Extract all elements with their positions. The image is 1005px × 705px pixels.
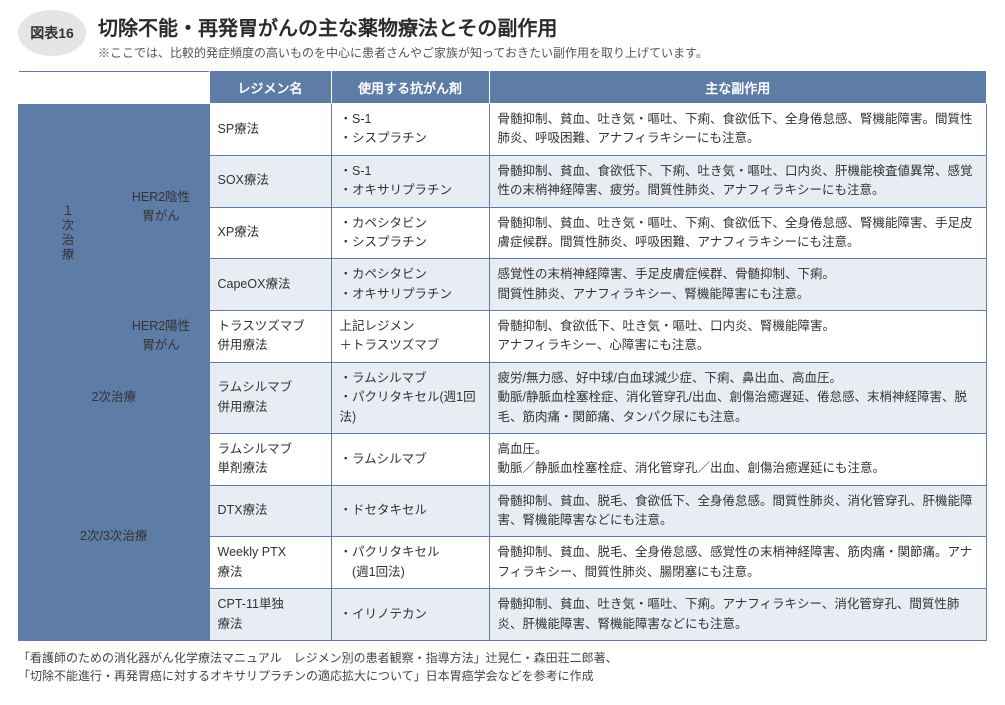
cell-side-effects: 骨髄抑制、貧血、脱毛、食欲低下、全身倦怠感。間質性肺炎、消化管穿孔、肝機能障害、…	[489, 485, 987, 537]
category-second-line: 2次治療	[19, 362, 210, 433]
cell-side-effects: 骨髄抑制、貧血、吐き気・嘔吐、下痢、食欲低下、全身倦怠感、腎機能障害、手足皮膚症…	[489, 207, 987, 259]
table-row: 2次/3次治療 ラムシルマブ単剤療法 ・ラムシルマブ 高血圧。動脈／静脈血栓塞栓…	[19, 433, 987, 485]
table-header-row: レジメン名 使用する抗がん剤 主な副作用	[19, 72, 987, 104]
cell-side-effects: 骨髄抑制、貧血、吐き気・嘔吐、下痢。アナフィラキシー、消化管穿孔、間質性肺炎、肝…	[489, 589, 987, 641]
cell-regimen: XP療法	[209, 207, 331, 259]
cell-regimen: CPT-11単独療法	[209, 589, 331, 641]
cell-agents: ・ラムシルマブ	[331, 433, 489, 485]
subcat-her2-negative: HER2陰性胃がん	[113, 104, 209, 311]
table-row: 2次治療 ラムシルマブ併用療法 ・ラムシルマブ・パクリタキセル(週1回法) 疲労…	[19, 362, 987, 433]
cell-side-effects: 骨髄抑制、食欲低下、吐き気・嘔吐、口内炎、腎機能障害。アナフィラキシー、心障害に…	[489, 311, 987, 363]
cell-side-effects: 感覚性の末梢神経障害、手足皮膚症候群、骨髄抑制、下痢。間質性肺炎、アナフィラキシ…	[489, 259, 987, 311]
main-title: 切除不能・再発胃がんの主な薬物療法とその副作用	[98, 12, 708, 41]
cell-regimen: ラムシルマブ併用療法	[209, 362, 331, 433]
cell-regimen: SOX療法	[209, 155, 331, 207]
cell-side-effects: 骨髄抑制、貧血、吐き気・嘔吐、下痢、食欲低下、全身倦怠感、腎機能障害。間質性肺炎…	[489, 104, 987, 156]
cell-side-effects: 骨髄抑制、貧血、脱毛、全身倦怠感、感覚性の末梢神経障害、筋肉痛・関節痛。アナフィ…	[489, 537, 987, 589]
cell-regimen: Weekly PTX療法	[209, 537, 331, 589]
cell-agents: ・カペシタビン・オキサリプラチン	[331, 259, 489, 311]
col-agents: 使用する抗がん剤	[331, 72, 489, 104]
cell-agents: ・S-1・シスプラチン	[331, 104, 489, 156]
cell-agents: ・カペシタビン・シスプラチン	[331, 207, 489, 259]
header-block: 図表16 切除不能・再発胃がんの主な薬物療法とその副作用 ※ここでは、比較的発症…	[18, 10, 987, 61]
footnote-block: 「看護師のための消化器がん化学療法マニュアル レジメン別の患者観察・指導方法」辻…	[18, 649, 987, 685]
footnote-line-1: 「看護師のための消化器がん化学療法マニュアル レジメン別の患者観察・指導方法」辻…	[18, 649, 987, 667]
col-side-effects: 主な副作用	[489, 72, 987, 104]
cell-agents: ・パクリタキセル (週1回法)	[331, 537, 489, 589]
cell-side-effects: 骨髄抑制、貧血、食欲低下、下痢、吐き気・嘔吐、口内炎、肝機能検査値異常、感覚性の…	[489, 155, 987, 207]
subtitle: ※ここでは、比較的発症頻度の高いものを中心に患者さんやご家族が知っておきたい副作…	[98, 44, 708, 61]
table-row: １次治療 HER2陰性胃がん SP療法 ・S-1・シスプラチン 骨髄抑制、貧血、…	[19, 104, 987, 156]
cell-regimen: DTX療法	[209, 485, 331, 537]
cell-agents: 上記レジメン＋トラスツズマブ	[331, 311, 489, 363]
cell-side-effects: 高血圧。動脈／静脈血栓塞栓症、消化管穿孔／出血、創傷治癒遅延にも注意。	[489, 433, 987, 485]
title-block: 切除不能・再発胃がんの主な薬物療法とその副作用 ※ここでは、比較的発症頻度の高い…	[98, 10, 708, 61]
figure-number-badge: 図表16	[18, 10, 86, 56]
cell-agents: ・S-1・オキサリプラチン	[331, 155, 489, 207]
table-row: HER2陽性胃がん トラスツズマブ併用療法 上記レジメン＋トラスツズマブ 骨髄抑…	[19, 311, 987, 363]
footnote-line-2: 「切除不能進行・再発胃癌に対するオキサリプラチンの適応拡大について」日本胃癌学会…	[18, 667, 987, 685]
cell-agents: ・ラムシルマブ・パクリタキセル(週1回法)	[331, 362, 489, 433]
drug-therapy-table: レジメン名 使用する抗がん剤 主な副作用 １次治療 HER2陰性胃がん SP療法…	[18, 71, 987, 641]
cell-regimen: トラスツズマブ併用療法	[209, 311, 331, 363]
category-first-line: １次治療	[19, 104, 114, 363]
cell-regimen: CapeOX療法	[209, 259, 331, 311]
cell-regimen: ラムシルマブ単剤療法	[209, 433, 331, 485]
cell-side-effects: 疲労/無力感、好中球/白血球減少症、下痢、鼻出血、高血圧。動脈/静脈血栓塞栓症、…	[489, 362, 987, 433]
subcat-her2-positive: HER2陽性胃がん	[113, 311, 209, 363]
col-regimen: レジメン名	[209, 72, 331, 104]
header-blank	[19, 72, 210, 104]
cell-regimen: SP療法	[209, 104, 331, 156]
cell-agents: ・ドセタキセル	[331, 485, 489, 537]
category-second-third-line: 2次/3次治療	[19, 433, 210, 640]
cell-agents: ・イリノテカン	[331, 589, 489, 641]
